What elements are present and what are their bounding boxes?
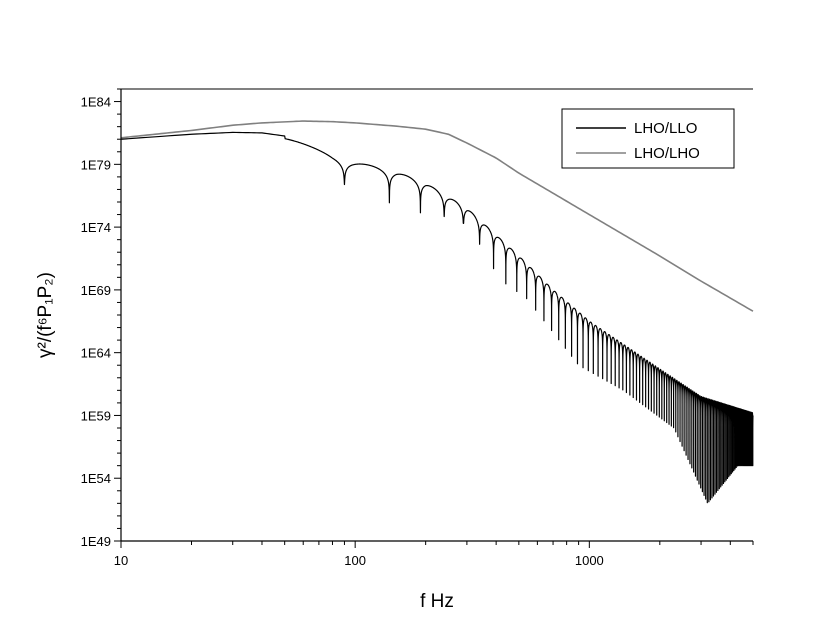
x-tick-label: 100 <box>344 553 366 568</box>
x-axis-title: f Hz <box>420 591 454 612</box>
legend-label-series-1: LHO/LLO <box>634 120 697 137</box>
y-axis-title: γ²/(f⁶P₁P₂) <box>35 272 56 358</box>
x-tick-label: 10 <box>114 553 128 568</box>
y-tick-label: 1E79 <box>81 157 111 172</box>
legend-box <box>561 108 735 169</box>
y-tick-label: 1E69 <box>81 283 111 298</box>
tick-layer <box>114 88 754 548</box>
y-tick-label: 1E74 <box>81 220 111 235</box>
y-tick-label: 1E59 <box>81 408 111 423</box>
label-layer: 1E49 1E54 1E59 1E64 1E69 1E74 1E79 1E84 10 100 100… <box>81 95 604 568</box>
y-tick-label: 1E54 <box>81 471 111 486</box>
series-line-lho-llo <box>120 131 754 504</box>
legend: LHO/LLO LHO/LHO <box>561 108 735 169</box>
series-layer <box>120 120 754 504</box>
x-tick-label: 1000 <box>575 553 604 568</box>
y-tick-label: 1E84 <box>81 95 111 110</box>
y-tick-label: 1E64 <box>81 346 111 361</box>
legend-label-series-2: LHO/LHO <box>634 145 700 162</box>
series-line-lho-lho <box>120 120 754 312</box>
y-tick-label: 1E49 <box>81 534 111 549</box>
